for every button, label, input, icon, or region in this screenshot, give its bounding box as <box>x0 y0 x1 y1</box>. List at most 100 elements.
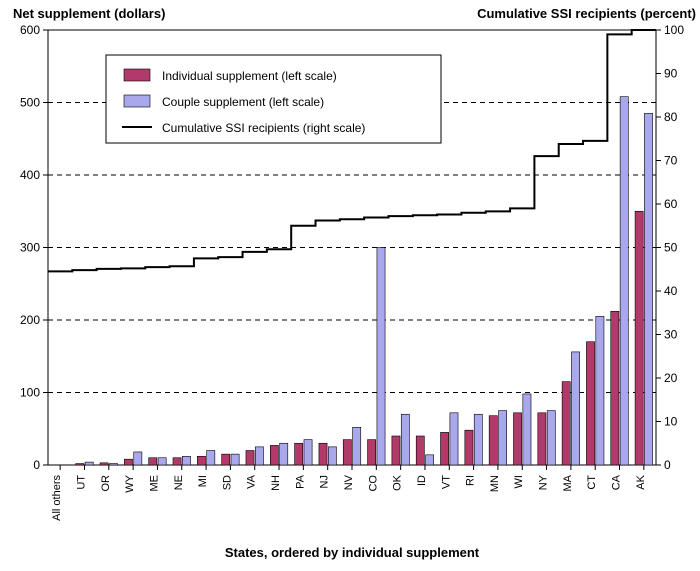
category-label: OR <box>100 475 112 492</box>
bar-couple <box>620 97 628 465</box>
category-label: MN <box>489 475 501 492</box>
svg-text:20: 20 <box>664 371 678 385</box>
bar-couple <box>377 248 385 466</box>
x-axis-title: States, ordered by individual supplement <box>225 545 480 560</box>
bar-individual <box>538 413 546 465</box>
bar-individual <box>124 459 132 465</box>
bar-individual <box>343 440 351 465</box>
bar-individual <box>586 342 594 465</box>
bar-couple <box>499 411 507 465</box>
category-label: NY <box>538 474 550 490</box>
bar-individual <box>295 443 303 465</box>
category-label: MA <box>562 474 574 491</box>
bar-individual <box>465 430 473 465</box>
category-label: CO <box>367 475 379 492</box>
bar-individual <box>416 436 424 465</box>
svg-text:100: 100 <box>664 23 684 37</box>
bar-couple <box>280 443 288 465</box>
bar-couple <box>401 414 409 465</box>
bar-couple <box>426 455 434 465</box>
svg-text:10: 10 <box>664 415 678 429</box>
bar-individual <box>441 432 449 465</box>
bar-couple <box>547 411 555 465</box>
svg-text:30: 30 <box>664 328 678 342</box>
category-label: RI <box>465 475 477 486</box>
category-label: SD <box>221 475 233 490</box>
category-label: VT <box>440 475 452 489</box>
bar-couple <box>596 316 604 465</box>
svg-text:40: 40 <box>664 284 678 298</box>
supplement-chart: 0 100 200 300 400 500 600 0 10 20 30 40 50 60 70 80 90 10… <box>0 0 700 571</box>
bar-individual <box>197 456 205 465</box>
svg-text:80: 80 <box>664 110 678 124</box>
svg-text:400: 400 <box>20 168 40 182</box>
category-label: CT <box>586 475 598 490</box>
category-label: WY <box>124 474 136 492</box>
svg-text:70: 70 <box>664 154 678 168</box>
category-label: WI <box>513 475 525 488</box>
svg-text:90: 90 <box>664 67 678 81</box>
bar-couple <box>134 452 142 465</box>
category-label: NJ <box>319 475 331 488</box>
legend-couple-label: Couple supplement (left scale) <box>162 95 324 109</box>
y-left-title: Net supplement (dollars) <box>13 6 165 21</box>
bar-couple <box>109 464 117 465</box>
category-label: OK <box>392 474 404 491</box>
category-label: All others <box>51 475 63 521</box>
svg-text:50: 50 <box>664 241 678 255</box>
bar-individual <box>270 445 278 465</box>
bar-couple <box>328 447 336 465</box>
bar-individual <box>149 458 157 465</box>
svg-text:60: 60 <box>664 197 678 211</box>
category-label: NH <box>270 475 282 491</box>
svg-text:300: 300 <box>20 241 40 255</box>
category-label: ID <box>416 475 428 486</box>
bar-couple <box>304 440 312 465</box>
svg-text:200: 200 <box>20 313 40 327</box>
chart-svg: 0 100 200 300 400 500 600 0 10 20 30 40 50 60 70 80 90 10… <box>0 0 700 571</box>
svg-text:600: 600 <box>20 23 40 37</box>
category-label: AK <box>635 474 647 489</box>
bar-individual <box>222 454 230 465</box>
category-label: PA <box>294 474 306 489</box>
category-label: NE <box>173 475 185 490</box>
y-right-title: Cumulative SSI recipients (percent) <box>477 6 696 21</box>
legend-cumulative-label: Cumulative SSI recipients (right scale) <box>162 121 365 135</box>
category-label: UT <box>75 475 87 490</box>
legend-couple-swatch <box>124 95 150 107</box>
category-label: ME <box>148 475 160 492</box>
bar-individual <box>173 458 181 465</box>
category-label: NV <box>343 474 355 490</box>
svg-text:100: 100 <box>20 386 40 400</box>
bar-couple <box>85 462 93 465</box>
bar-couple <box>571 352 579 465</box>
bar-individual <box>246 451 254 466</box>
legend-individual-label: Individual supplement (left scale) <box>162 69 337 83</box>
bar-individual <box>513 413 521 465</box>
category-label: MI <box>197 475 209 487</box>
bar-couple <box>450 413 458 465</box>
bar-couple <box>474 414 482 465</box>
bar-individual <box>562 382 570 465</box>
bar-couple <box>255 447 263 465</box>
bar-couple <box>182 456 190 465</box>
svg-text:500: 500 <box>20 96 40 110</box>
legend-individual-swatch <box>124 69 150 81</box>
bar-individual <box>319 443 327 465</box>
category-label: CA <box>611 474 623 490</box>
bar-couple <box>231 454 239 465</box>
bar-couple <box>644 113 652 465</box>
bar-couple <box>158 458 166 465</box>
bar-individual <box>392 436 400 465</box>
svg-text:0: 0 <box>33 458 40 472</box>
bar-individual <box>611 311 619 465</box>
category-label: VA <box>246 474 258 489</box>
bar-couple <box>207 451 215 466</box>
bar-individual <box>76 464 84 465</box>
bar-individual <box>635 211 643 465</box>
bar-individual <box>489 416 497 465</box>
bar-individual <box>100 463 108 465</box>
svg-text:0: 0 <box>664 458 671 472</box>
bar-couple <box>353 427 361 465</box>
bar-individual <box>368 440 376 465</box>
